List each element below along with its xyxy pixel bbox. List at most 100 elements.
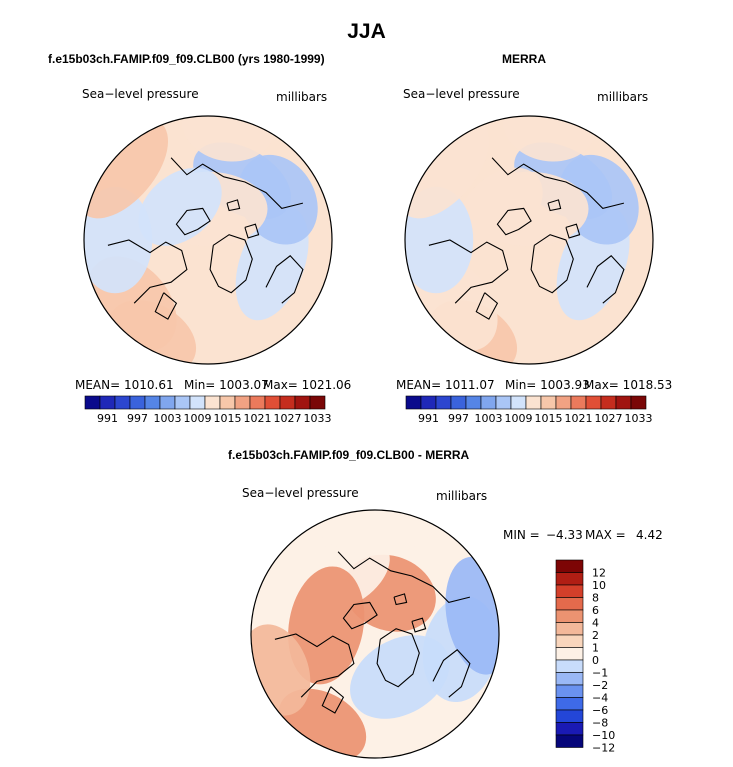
colorbar-box [615,395,632,410]
colorbar-tick-label: 0 [592,654,599,667]
coastline [274,633,355,698]
coastline [107,239,188,304]
coastline [170,157,304,210]
colorbar-box [99,395,116,410]
colorbar-tick-label: 1003 [475,412,503,425]
colorbar-tick-label: 8 [592,592,599,605]
coastline [547,199,562,212]
panel-3-variable: Sea−level pressure [242,486,359,500]
colorbar-box [555,634,584,648]
panel-1-units: millibars [276,90,328,104]
field-region [405,118,490,219]
colorbar-tick-label: 1021 [565,412,593,425]
colorbar-tick-label: 1015 [535,412,563,425]
colorbar-tick-label: −1 [592,667,608,680]
colorbar-box [510,395,527,410]
panel-1-mean: MEAN= 1010.61 [75,378,174,392]
coastline [337,551,471,604]
colorbar-tick-label: 1003 [154,412,182,425]
colorbar-tick-label: 991 [97,412,118,425]
colorbar-box [264,395,281,410]
coastline [565,223,581,239]
panel-3-title: f.e15b03ch.FAMIP.f09_f09.CLB00 - MERRA [228,448,470,462]
colorbar-box [84,395,101,410]
colorbar-box [555,659,584,673]
colorbar-tick-label: 997 [448,412,469,425]
colorbar-box [465,395,482,410]
colorbar-tick-label: 997 [127,412,148,425]
colorbar-box [630,395,647,410]
panel-1-variable: Sea−level pressure [82,87,199,101]
colorbar-box [405,395,422,410]
map-boundary [83,115,333,365]
coastline [586,255,625,304]
colorbar-box [234,395,251,410]
colorbar-box [435,395,452,410]
colorbar-tick-label: −10 [592,729,615,742]
coastline [244,223,260,239]
coastline [321,686,345,714]
panel-2-min: Min= 1003.93 [505,378,590,392]
colorbar-box [555,697,584,711]
panel-3-units: millibars [436,489,488,503]
field-region [350,635,450,719]
coastline [530,234,574,294]
colorbar-box [555,647,584,661]
colorbar-tick-label: 1009 [184,412,212,425]
panel-3-min-label: MIN = [503,528,540,542]
colorbar-tick-label: 4 [592,617,599,630]
colorbar-box [249,395,266,410]
panel-1-max: Max= 1021.06 [263,378,352,392]
colorbar-tick-label: −8 [592,717,608,730]
colorbar-box [144,395,161,410]
colorbar-tick-label: 991 [418,412,439,425]
colorbar-box [555,672,584,686]
colorbar-tick-label: 12 [592,567,606,580]
colorbar-box [555,734,584,748]
panel-2-units: millibars [597,90,649,104]
colorbar-tick-label: −4 [592,692,608,705]
colorbar-box [159,395,176,410]
colorbar-box [555,395,572,410]
colorbar-tick-label: −6 [592,704,608,717]
coastline [175,207,211,236]
panel-1-title: f.e15b03ch.FAMIP.f09_f09.CLB00 (yrs 1980… [48,52,325,66]
map-panel-3 [250,509,500,759]
coastline [475,292,499,320]
field-region [181,116,276,162]
panel-2-variable: Sea−level pressure [403,87,520,101]
colorbar-tick-label: −2 [592,679,608,692]
coastline [342,601,378,630]
colorbar-box [129,395,146,410]
colorbar-box [555,684,584,698]
colorbar-box [555,709,584,723]
colorbar-box [279,395,296,410]
panel-3-max-label: MAX = [585,528,626,542]
map-boundary [250,509,500,759]
coastline [496,207,532,236]
colorbar-box [420,395,437,410]
panel-2-title: MERRA [502,52,546,66]
coastline [428,239,509,304]
colorbar-box [585,395,602,410]
panel-2-max: Max= 1018.53 [584,378,673,392]
colorbar-tick-label: 1033 [304,412,332,425]
coastline [393,593,408,606]
colorbar-box [114,395,131,410]
colorbar-tick-label: 1009 [505,412,533,425]
field-region [84,118,169,219]
colorbar-box [555,609,584,623]
colorbar-box [555,559,584,573]
panel-3-min: −4.33 [546,528,583,542]
colorbar-tick-label: 1 [592,642,599,655]
coastline [209,234,253,294]
coastline [265,255,304,304]
colorbar-tick-label: 1027 [595,412,623,425]
colorbar-1: 991 997 1003 1009 1015 1021 1027 1033 [84,395,332,425]
colorbar-box [174,395,191,410]
panel-2-mean: MEAN= 1011.07 [396,378,495,392]
colorbar-tick-label: 10 [592,579,606,592]
field-region [459,167,543,246]
map-boundary [404,115,654,365]
